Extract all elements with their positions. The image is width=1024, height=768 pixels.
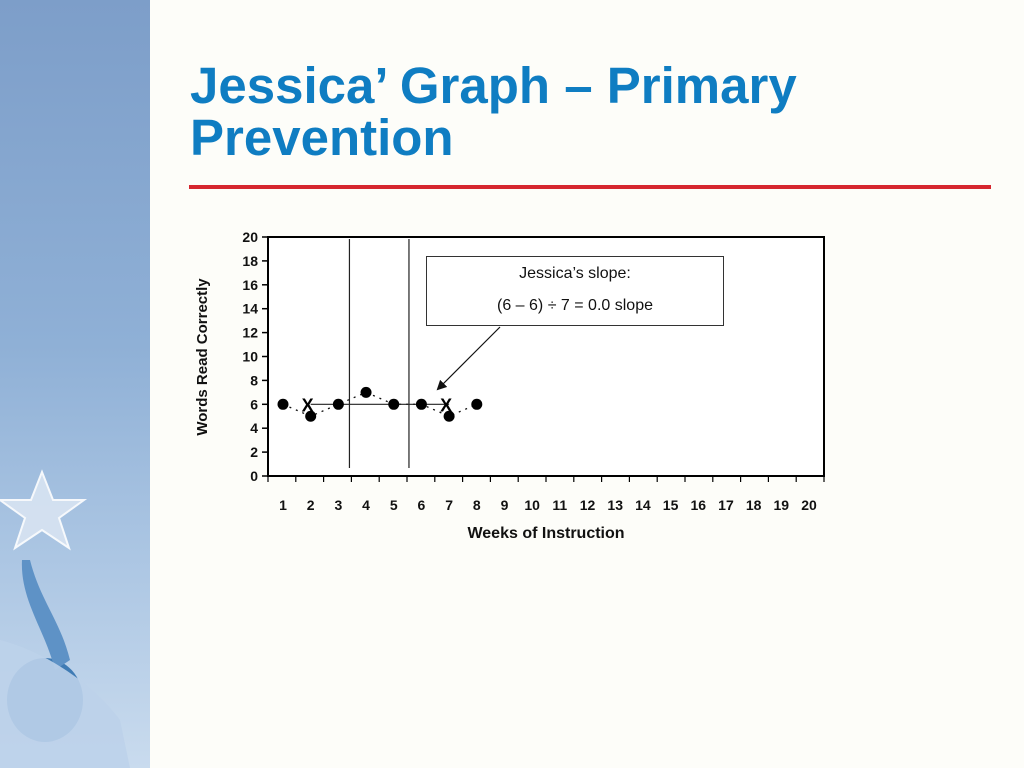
x-tick-label: 10 xyxy=(524,497,540,513)
x-tick-label: 20 xyxy=(801,497,817,513)
slope-callout: Jessica’s slope: (6 – 6) ÷ 7 = 0.0 slope xyxy=(426,256,724,326)
data-point xyxy=(332,398,344,410)
x-tick-label: 5 xyxy=(390,497,398,513)
data-point xyxy=(360,386,372,398)
child-figure-arm xyxy=(21,560,70,670)
child-figure-body xyxy=(0,640,130,768)
x-tick-label: 11 xyxy=(552,497,567,513)
title-underline xyxy=(189,185,991,189)
x-tick-label: 19 xyxy=(774,497,790,513)
data-point xyxy=(415,398,427,410)
x-tick-label: 7 xyxy=(445,497,453,513)
y-tick-label: 12 xyxy=(242,325,258,341)
median-marker: X xyxy=(440,395,452,415)
data-point xyxy=(388,398,400,410)
x-tick-label: 2 xyxy=(307,497,315,513)
x-tick-label: 1 xyxy=(279,497,287,513)
x-tick-label: 13 xyxy=(607,497,623,513)
callout-line-2: (6 – 6) ÷ 7 = 0.0 slope xyxy=(497,297,653,314)
y-tick-label: 16 xyxy=(242,277,258,293)
y-tick-label: 20 xyxy=(242,229,258,245)
data-point xyxy=(471,398,483,410)
y-tick-label: 4 xyxy=(250,420,258,436)
x-tick-label: 8 xyxy=(473,497,481,513)
y-tick-label: 14 xyxy=(242,301,258,317)
y-tick-label: 2 xyxy=(250,444,258,460)
x-tick-label: 9 xyxy=(501,497,509,513)
x-tick-label: 16 xyxy=(690,497,706,513)
x-tick-label: 15 xyxy=(663,497,679,513)
x-tick-label: 3 xyxy=(334,497,342,513)
data-point xyxy=(443,410,455,422)
median-marker: X xyxy=(302,395,314,415)
y-axis-label: Words Read Correctly xyxy=(194,278,211,436)
page-title: Jessica’ Graph – Primary Prevention xyxy=(190,57,797,166)
annotation-arrow xyxy=(436,326,501,391)
data-point xyxy=(277,398,289,410)
sidebar-artwork xyxy=(0,469,130,768)
decorative-sidebar xyxy=(0,0,150,768)
x-tick-label: 6 xyxy=(418,497,426,513)
y-tick-label: 6 xyxy=(250,396,258,412)
y-tick-label: 0 xyxy=(250,468,258,484)
data-point xyxy=(305,410,317,422)
y-tick-label: 10 xyxy=(242,349,258,365)
x-tick-label: 14 xyxy=(635,497,651,513)
x-tick-label: 18 xyxy=(746,497,762,513)
x-tick-label: 17 xyxy=(718,497,734,513)
star-icon xyxy=(0,469,88,551)
callout-line-1: Jessica’s slope: xyxy=(519,265,631,282)
x-tick-label: 4 xyxy=(362,497,370,513)
y-tick-label: 18 xyxy=(242,253,258,269)
x-tick-label: 12 xyxy=(580,497,596,513)
y-tick-label: 8 xyxy=(250,372,258,388)
x-axis-label: Weeks of Instruction xyxy=(467,525,624,542)
